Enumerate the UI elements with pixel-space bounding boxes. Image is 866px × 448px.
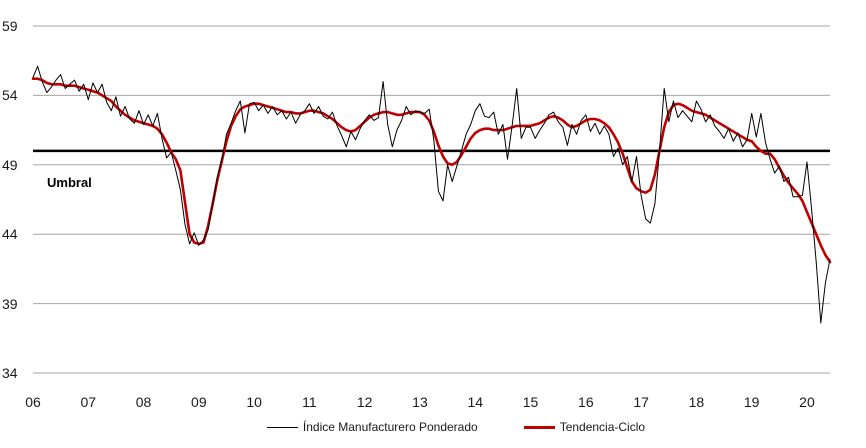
- weighted-index-series-line: [32, 65, 831, 324]
- x-axis-label: 10: [246, 394, 262, 410]
- x-axis-label: 15: [522, 394, 539, 410]
- x-axis-label: 20: [799, 394, 815, 410]
- x-axis-label: 14: [467, 394, 484, 410]
- x-axis-label: 09: [191, 394, 207, 410]
- x-axis-label: 08: [135, 394, 152, 410]
- y-axis-label: 49: [2, 156, 18, 173]
- threshold-label: Umbral: [47, 175, 92, 190]
- legend-index-label: Índice Manufacturero Ponderado: [302, 420, 478, 434]
- black-line-swatch-icon: [266, 426, 298, 428]
- x-axis-label: 11: [302, 394, 317, 410]
- legend-item-trend: Tendencia-Ciclo: [523, 420, 646, 434]
- y-axis-label: 44: [2, 226, 18, 243]
- x-axis-label: 18: [688, 394, 705, 410]
- y-axis-label: 39: [2, 295, 18, 312]
- horizontal-gridlines: [33, 25, 830, 374]
- legend-item-index: Índice Manufacturero Ponderado: [266, 420, 478, 434]
- x-axis-label: 07: [80, 394, 97, 410]
- y-axis-label: 54: [2, 87, 18, 104]
- legend-trend-label: Tendencia-Ciclo: [559, 420, 646, 434]
- x-axis-label: 06: [25, 394, 41, 410]
- x-axis-label: 12: [356, 394, 373, 410]
- red-line-swatch-icon: [523, 425, 555, 429]
- x-axis-label: 13: [412, 394, 428, 410]
- x-axis-label: 16: [578, 394, 594, 410]
- legend: Índice Manufacturero Ponderado Tendencia…: [0, 420, 866, 434]
- x-axis-label: 19: [743, 394, 760, 410]
- y-axis-label: 59: [2, 18, 18, 34]
- y-axis-label: 34: [2, 365, 18, 381]
- x-axis-label: 17: [633, 394, 649, 410]
